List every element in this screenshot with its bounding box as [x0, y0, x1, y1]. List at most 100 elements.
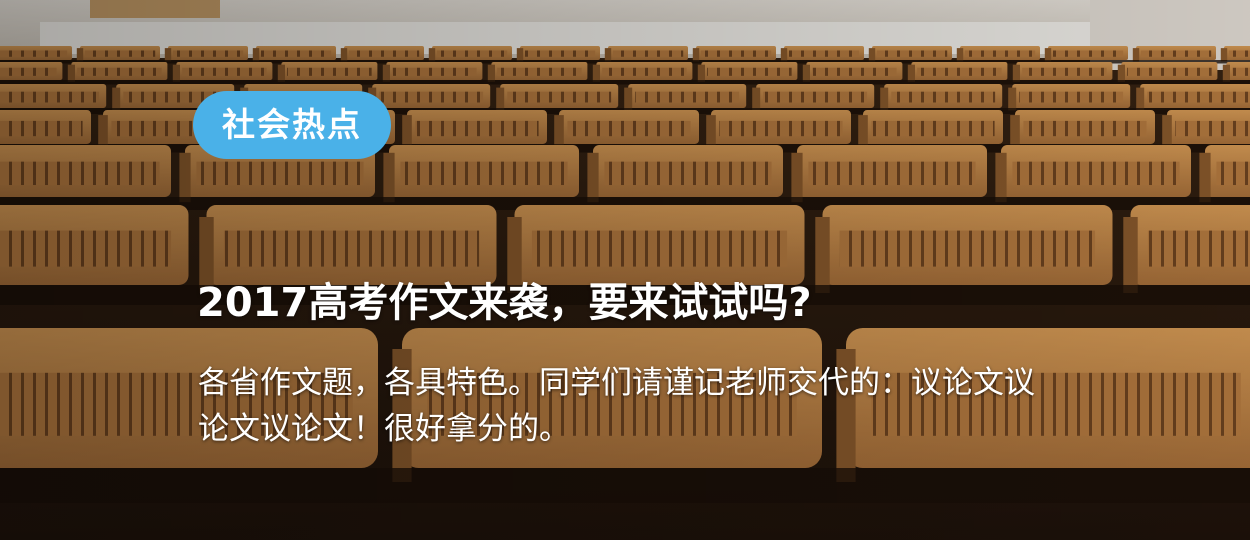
seat-slats: [788, 50, 860, 57]
seat-slats: [1140, 50, 1212, 57]
seat-slats: [392, 67, 477, 76]
category-tag[interactable]: 社会热点: [193, 91, 391, 159]
seat-armrest: [587, 152, 599, 203]
seat-armrest: [554, 115, 564, 148]
seat-slats: [427, 372, 797, 436]
seat-armrest: [172, 64, 180, 82]
seat-slats: [0, 372, 353, 436]
seat-slats: [196, 161, 364, 186]
seat-slats: [1127, 67, 1212, 76]
seat-slats: [1175, 120, 1250, 137]
seat-armrest: [858, 115, 868, 148]
seat-armrest: [1136, 87, 1145, 111]
seat-slats: [763, 91, 868, 103]
seat-armrest: [1117, 64, 1125, 82]
seat-slats: [1012, 161, 1180, 186]
seat-slats: [1022, 67, 1107, 76]
seat-slats: [507, 91, 612, 103]
seat-slats: [707, 67, 792, 76]
row-shadow: [0, 60, 1250, 64]
article-description: 各省作文题，各具特色。同学们请谨记老师交代的：议论文议论文议论文！很好拿分的。: [198, 365, 1035, 447]
seat-armrest: [382, 64, 390, 82]
seat-armrest: [98, 115, 108, 148]
seat-slats: [182, 67, 267, 76]
seat-armrest: [507, 217, 522, 293]
seat-slats: [524, 50, 596, 57]
seat-slats: [379, 91, 484, 103]
seat-slats: [0, 161, 160, 186]
seat-slats: [871, 372, 1241, 436]
seat-armrest: [880, 87, 889, 111]
seat-armrest: [199, 217, 214, 293]
seat-slats: [635, 91, 740, 103]
seat-armrest: [1008, 87, 1017, 111]
seat-slats: [700, 50, 772, 57]
seat-armrest: [706, 115, 716, 148]
seat-slats: [0, 120, 83, 137]
seat-armrest: [1012, 64, 1020, 82]
seat-armrest: [164, 48, 172, 62]
seat-slats: [1216, 161, 1250, 186]
seat-slats: [1147, 91, 1250, 103]
seat-slats: [602, 67, 687, 76]
seat-slats: [719, 120, 843, 137]
seat-slats: [808, 161, 976, 186]
seat-slats: [84, 50, 156, 57]
seat-armrest: [340, 48, 348, 62]
seat-armrest: [692, 48, 700, 62]
seat-armrest: [277, 64, 285, 82]
row-shadow: [0, 285, 1250, 305]
seat-slats: [1052, 50, 1124, 57]
seat-armrest: [516, 48, 524, 62]
seat-armrest: [956, 48, 964, 62]
seat-slats: [1232, 67, 1250, 76]
seat-armrest: [1220, 48, 1228, 62]
seat-armrest: [1123, 217, 1138, 293]
seat-armrest: [604, 48, 612, 62]
article-title[interactable]: 2017高考作文来袭，要来试试吗?: [197, 280, 812, 326]
row-shadow: [0, 468, 1250, 503]
seat-armrest: [697, 64, 705, 82]
seat-slats: [415, 120, 539, 137]
seat-slats: [497, 67, 582, 76]
seat-slats: [612, 50, 684, 57]
seat-armrest: [112, 87, 121, 111]
seat-slats: [287, 67, 372, 76]
seat-armrest: [487, 64, 495, 82]
seat-slats: [812, 67, 897, 76]
seat-armrest: [1044, 48, 1052, 62]
seat-slats: [0, 230, 172, 267]
seat-armrest: [868, 48, 876, 62]
seat-armrest: [1162, 115, 1172, 148]
seat-armrest: [802, 64, 810, 82]
seat-armrest: [392, 349, 412, 482]
seat-slats: [871, 120, 995, 137]
seat-slats: [1023, 120, 1147, 137]
seat-slats: [917, 67, 1002, 76]
seat-armrest: [67, 64, 75, 82]
seat-slats: [0, 50, 68, 57]
seat-armrest: [1199, 152, 1211, 203]
seat-slats: [0, 67, 57, 76]
seat-armrest: [907, 64, 915, 82]
row-shadow: [0, 80, 1250, 85]
seat-armrest: [815, 217, 830, 293]
seat-armrest: [252, 48, 260, 62]
seat-armrest: [624, 87, 633, 111]
seat-armrest: [780, 48, 788, 62]
seat-slats: [531, 230, 788, 267]
seat-slats: [604, 161, 772, 186]
seat-slats: [1019, 91, 1124, 103]
seat-slats: [1228, 50, 1250, 57]
seat-armrest: [428, 48, 436, 62]
seat-armrest: [995, 152, 1007, 203]
seat-armrest: [76, 48, 84, 62]
seat-slats: [839, 230, 1096, 267]
seat-slats: [348, 50, 420, 57]
seat-armrest: [836, 349, 856, 482]
seat-slats: [436, 50, 508, 57]
seat-slats: [964, 50, 1036, 57]
